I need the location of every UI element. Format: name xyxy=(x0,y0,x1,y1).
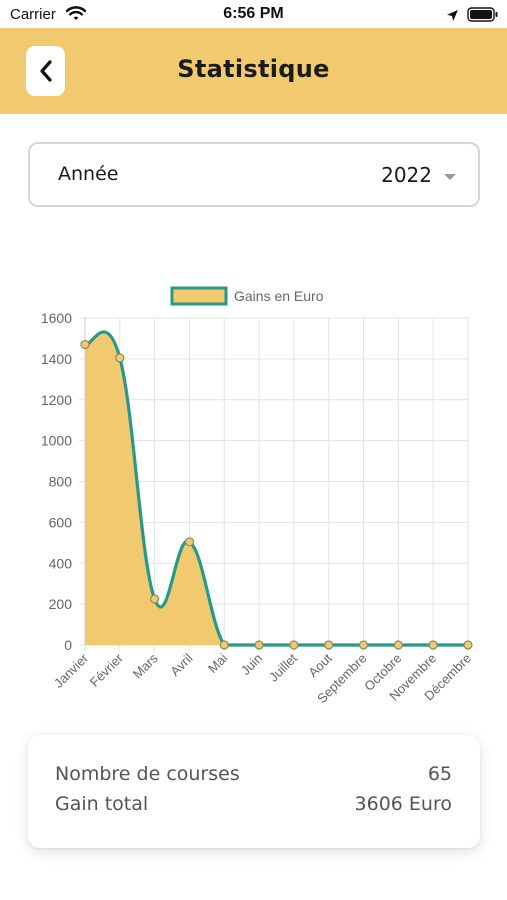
status-bar: Carrier 6:56 PM xyxy=(0,0,507,28)
total-row: Gain total 3606 Euro xyxy=(55,793,452,821)
data-point xyxy=(219,640,229,650)
y-tick-label: 200 xyxy=(49,596,73,612)
rides-row: Nombre de courses 65 xyxy=(55,763,452,791)
location-arrow-icon xyxy=(446,7,459,26)
y-tick-label: 1200 xyxy=(41,392,72,408)
y-tick-label: 800 xyxy=(49,474,73,490)
battery-icon xyxy=(467,7,499,26)
caret-down-icon xyxy=(444,174,456,180)
x-tick-label: Avril xyxy=(167,650,195,678)
total-label: Gain total xyxy=(55,793,149,815)
x-tick-label: Juillet xyxy=(266,650,300,684)
data-point xyxy=(150,594,160,604)
legend-swatch xyxy=(170,286,228,306)
rides-label: Nombre de courses xyxy=(55,763,240,785)
data-point xyxy=(463,640,473,650)
y-tick-label: 1400 xyxy=(41,351,72,367)
app-header: Statistique xyxy=(0,28,507,114)
data-point xyxy=(324,640,334,650)
summary-card: Nombre de courses 65 Gain total 3606 Eur… xyxy=(28,735,480,848)
data-point xyxy=(80,339,90,350)
data-point xyxy=(358,640,369,650)
rides-value: 65 xyxy=(427,763,452,785)
x-tick-label: Juin xyxy=(238,651,265,678)
year-select[interactable]: Année 2022 xyxy=(28,142,480,207)
y-tick-label: 1600 xyxy=(41,310,72,326)
status-time: 6:56 PM xyxy=(223,5,284,22)
data-point xyxy=(428,640,438,650)
legend-label: Gains en Euro xyxy=(234,288,324,304)
earnings-chart: 0 200 400 600 800 1000 1200 1400 1600 JanvierFévr… xyxy=(41,286,474,706)
x-tick-label: Aout xyxy=(305,650,335,680)
year-select-value: 2022 xyxy=(381,163,432,187)
data-point xyxy=(393,640,403,650)
back-button[interactable] xyxy=(26,46,65,96)
year-select-label: Année xyxy=(58,163,119,185)
series-area xyxy=(85,331,468,645)
y-tick-label: 600 xyxy=(49,514,73,530)
page-title: Statistique xyxy=(177,55,330,83)
y-tick-label: 400 xyxy=(49,555,73,571)
y-tick-label: 0 xyxy=(64,637,72,653)
y-tick-label: 1000 xyxy=(41,433,72,449)
data-point xyxy=(184,537,195,547)
data-point xyxy=(115,353,125,363)
carrier-label: Carrier xyxy=(10,6,56,23)
x-tick-label: Février xyxy=(87,650,127,690)
total-value: 3606 Euro xyxy=(354,793,452,815)
data-point xyxy=(254,640,264,650)
wifi-icon xyxy=(65,6,87,25)
data-point xyxy=(289,640,299,650)
chevron-left-icon xyxy=(39,60,52,82)
x-tick-label: Janvier xyxy=(51,650,92,691)
x-tick-label: Mars xyxy=(130,650,161,681)
x-tick-label: Mai xyxy=(205,650,230,675)
